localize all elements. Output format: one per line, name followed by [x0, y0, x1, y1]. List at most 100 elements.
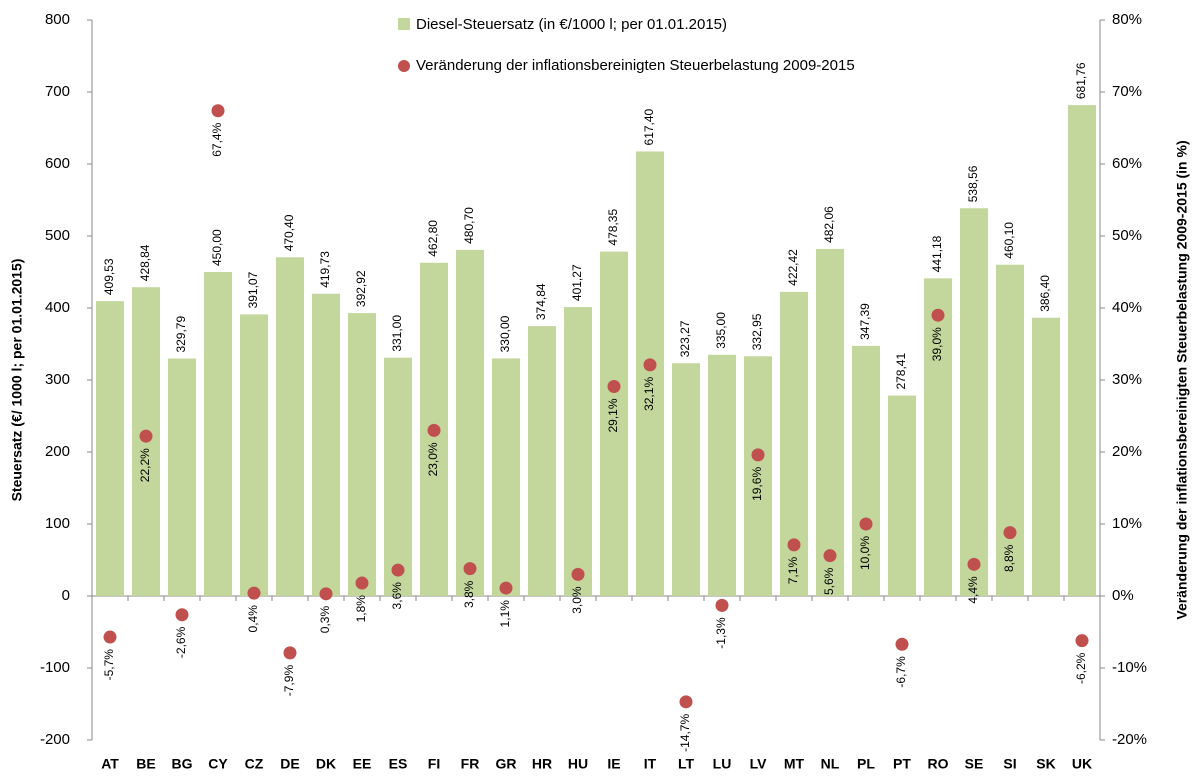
bar-value-label: 617,40 — [642, 108, 656, 145]
dot-value-label: 4,4% — [966, 576, 980, 604]
bar-value-label: 681,76 — [1074, 62, 1088, 99]
y-tick-label: -200 — [40, 731, 70, 748]
dot-value-label: -7,9% — [282, 665, 296, 697]
bar-value-label: 331,00 — [390, 315, 404, 352]
dot — [391, 563, 405, 577]
bar — [455, 249, 485, 596]
x-tick-label: ES — [389, 756, 408, 772]
y-tick-label: 500 — [45, 227, 70, 244]
dot — [571, 567, 585, 581]
bar-value-label: 392,92 — [354, 270, 368, 307]
bar-value-label: 450,00 — [210, 229, 224, 266]
y2-tick-label: 10% — [1112, 515, 1142, 532]
bar-value-label: 374,84 — [534, 283, 548, 320]
dot-value-label: 1,1% — [498, 600, 512, 628]
dot-value-label: 1,8% — [354, 595, 368, 623]
y2-tick-label: -20% — [1112, 731, 1147, 748]
dot — [715, 598, 729, 612]
x-tick-label: LV — [750, 756, 768, 772]
dot — [643, 358, 657, 372]
dot-value-label: 32,1% — [642, 377, 656, 411]
dot — [607, 379, 621, 393]
x-tick-label: AT — [101, 756, 119, 772]
bar — [995, 264, 1025, 596]
bar — [563, 307, 593, 596]
dot-value-label: 29,1% — [606, 398, 620, 432]
x-tick-label: SE — [965, 756, 984, 772]
x-tick-label: RO — [928, 756, 949, 772]
dot-value-label: 3,6% — [390, 582, 404, 610]
bar-value-label: 330,00 — [498, 315, 512, 352]
bar — [383, 357, 413, 596]
bar-value-label: 401,27 — [570, 264, 584, 301]
bar — [1067, 105, 1097, 596]
dot-value-label: -6,2% — [1074, 652, 1088, 684]
bar-value-label: 460,10 — [1002, 222, 1016, 259]
x-tick-label: FI — [428, 756, 440, 772]
dot-value-label: -6,7% — [894, 656, 908, 688]
bar-value-label: 480,70 — [462, 207, 476, 244]
y2-tick-label: 40% — [1112, 299, 1142, 316]
dot — [463, 562, 477, 576]
bar-value-label: 419,73 — [318, 251, 332, 288]
bar-value-label: 538,56 — [966, 165, 980, 202]
x-tick-label: BG — [172, 756, 193, 772]
bar — [815, 248, 845, 596]
bar-value-label: 441,18 — [930, 235, 944, 272]
x-tick-label: MT — [784, 756, 805, 772]
y2-tick-label: 0% — [1112, 587, 1134, 604]
dot — [895, 637, 909, 651]
y2-tick-label: 50% — [1112, 227, 1142, 244]
dot — [499, 581, 513, 595]
bar — [599, 251, 629, 596]
bar — [311, 293, 341, 596]
bar-value-label: 428,84 — [138, 244, 152, 281]
bar-value-label: 335,00 — [714, 312, 728, 349]
y-tick-label: 600 — [45, 155, 70, 172]
bar-value-label: 332,95 — [750, 313, 764, 350]
x-tick-label: UK — [1072, 756, 1092, 772]
y-tick-label: -100 — [40, 659, 70, 676]
bar — [743, 356, 773, 596]
dot — [175, 608, 189, 622]
dot — [283, 646, 297, 660]
x-tick-label: GR — [496, 756, 517, 772]
bar-value-label: 329,79 — [174, 316, 188, 353]
y-axis-title: Steuersatz (€/ 1000 l; per 01.01.2015) — [9, 259, 25, 502]
y2-tick-label: 80% — [1112, 11, 1142, 28]
y-tick-label: 200 — [45, 443, 70, 460]
x-tick-label: PL — [857, 756, 875, 772]
dot-value-label: 39,0% — [930, 327, 944, 361]
bar — [491, 358, 521, 596]
bar — [923, 278, 953, 596]
bar-value-label: 470,40 — [282, 214, 296, 251]
y-tick-label: 100 — [45, 515, 70, 532]
bar — [959, 208, 989, 596]
x-tick-label: HU — [568, 756, 588, 772]
dot-value-label: 0,4% — [246, 605, 260, 633]
x-tick-label: SI — [1003, 756, 1016, 772]
dot — [1003, 526, 1017, 540]
x-tick-label: LU — [713, 756, 732, 772]
dot-value-label: 5,6% — [822, 567, 836, 595]
x-tick-label: NL — [821, 756, 840, 772]
dot — [211, 104, 225, 118]
bar — [239, 314, 269, 596]
y-tick-label: 800 — [45, 11, 70, 28]
dot — [427, 423, 441, 437]
dot-value-label: -2,6% — [174, 626, 188, 658]
bar — [635, 151, 665, 597]
bar — [1031, 317, 1061, 596]
dot-value-label: 3,0% — [570, 586, 584, 614]
bar — [527, 326, 557, 596]
dot-value-label: 23,0% — [426, 442, 440, 476]
bar — [851, 345, 881, 596]
dot — [679, 695, 693, 709]
x-tick-label: PT — [893, 756, 911, 772]
bar-value-label: 482,06 — [822, 206, 836, 243]
x-tick-label: SK — [1036, 756, 1055, 772]
dot — [319, 587, 333, 601]
x-tick-label: LT — [678, 756, 695, 772]
y2-tick-label: 20% — [1112, 443, 1142, 460]
x-tick-label: DE — [280, 756, 299, 772]
